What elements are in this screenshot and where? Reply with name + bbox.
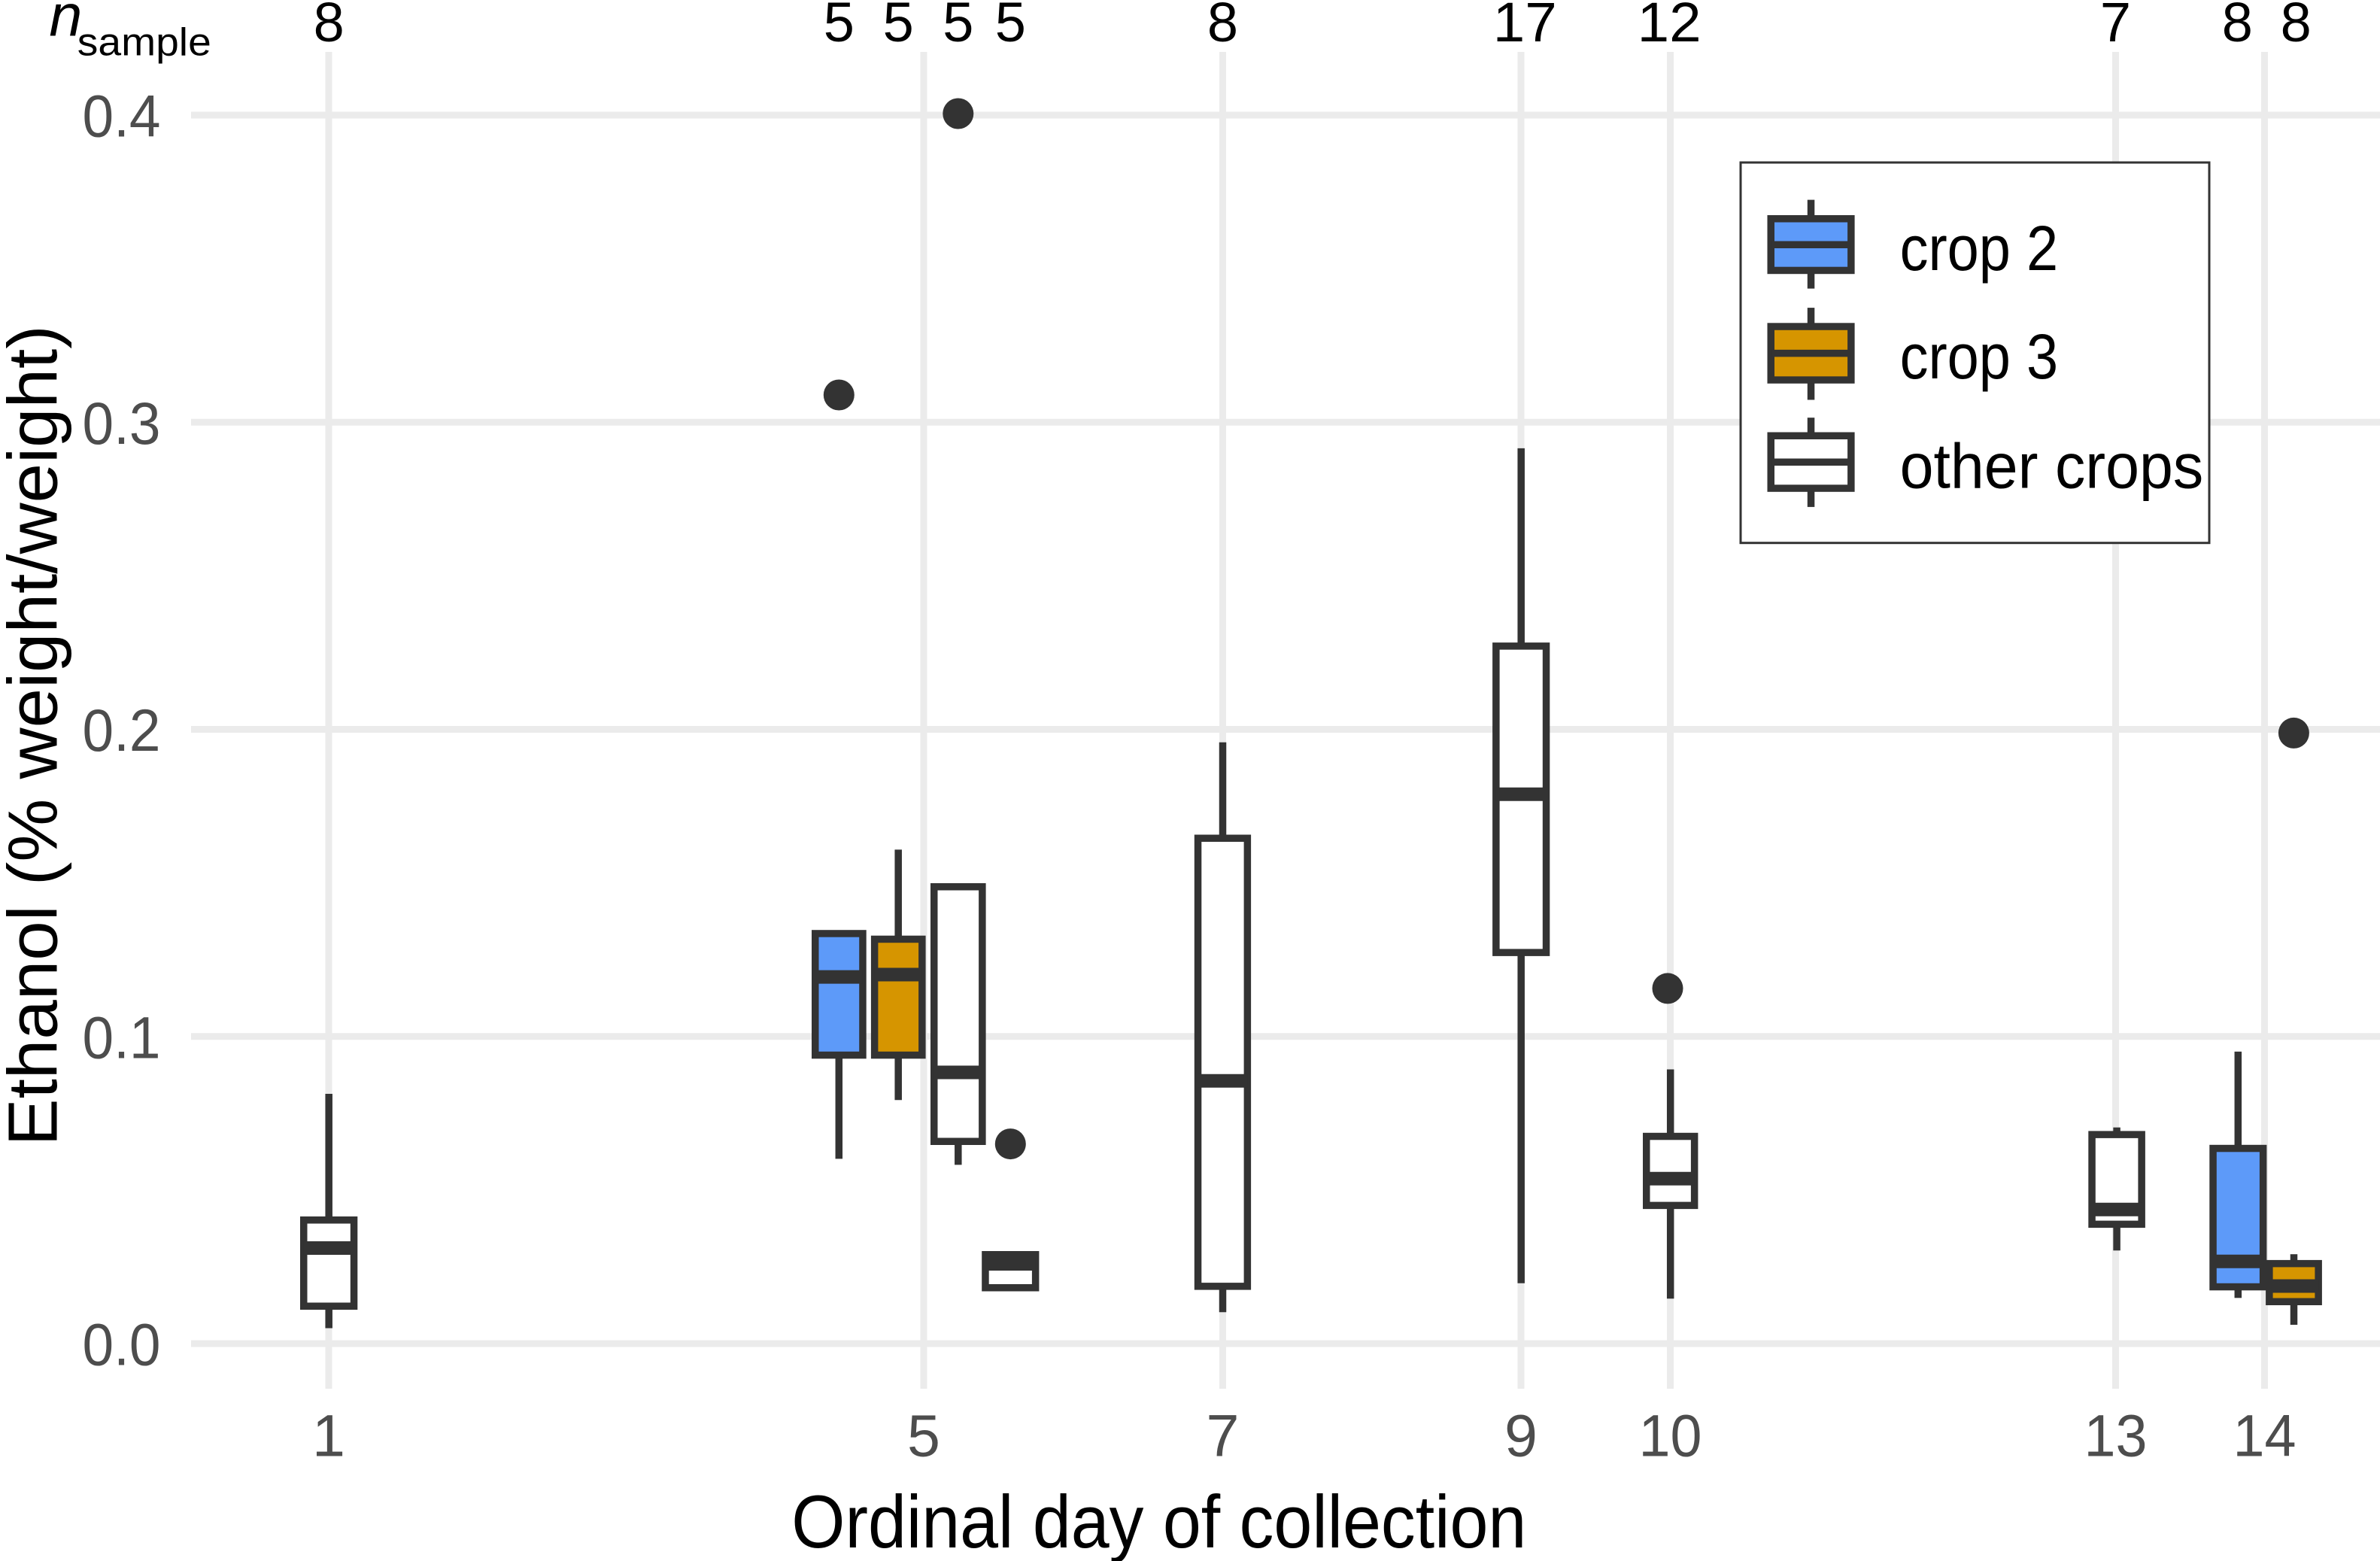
svg-text:0.2: 0.2 (83, 697, 161, 764)
svg-text:8: 8 (2281, 0, 2312, 53)
svg-text:0.3: 0.3 (83, 390, 161, 457)
svg-text:13: 13 (2084, 1402, 2148, 1469)
svg-text:7: 7 (2100, 0, 2131, 53)
svg-text:0.0: 0.0 (83, 1311, 161, 1378)
svg-text:other crops: other crops (1900, 430, 2204, 501)
svg-text:crop 3: crop 3 (1900, 321, 2059, 392)
svg-text:5: 5 (824, 0, 855, 53)
svg-text:5: 5 (883, 0, 914, 53)
svg-text:5: 5 (995, 0, 1026, 53)
svg-text:5: 5 (907, 1402, 940, 1469)
svg-text:sample: sample (77, 21, 211, 65)
svg-text:5: 5 (943, 0, 973, 53)
svg-text:14: 14 (2233, 1402, 2297, 1469)
svg-text:9: 9 (1504, 1402, 1538, 1469)
svg-text:8: 8 (1207, 0, 1238, 53)
svg-text:0.4: 0.4 (83, 83, 161, 150)
svg-text:crop 2: crop 2 (1900, 213, 2059, 284)
svg-text:17: 17 (1493, 0, 1557, 53)
svg-text:1: 1 (312, 1402, 345, 1469)
svg-text:Ethanol (% weight/weight): Ethanol (% weight/weight) (0, 325, 72, 1146)
svg-text:8: 8 (2222, 0, 2253, 53)
svg-text:0.1: 0.1 (83, 1004, 161, 1071)
svg-text:10: 10 (1639, 1402, 1702, 1469)
svg-text:Ordinal day of collection: Ordinal day of collection (791, 1480, 1526, 1561)
svg-text:n: n (49, 0, 82, 48)
svg-text:8: 8 (314, 0, 345, 53)
svg-text:7: 7 (1207, 1402, 1240, 1469)
svg-text:12: 12 (1638, 0, 1702, 53)
